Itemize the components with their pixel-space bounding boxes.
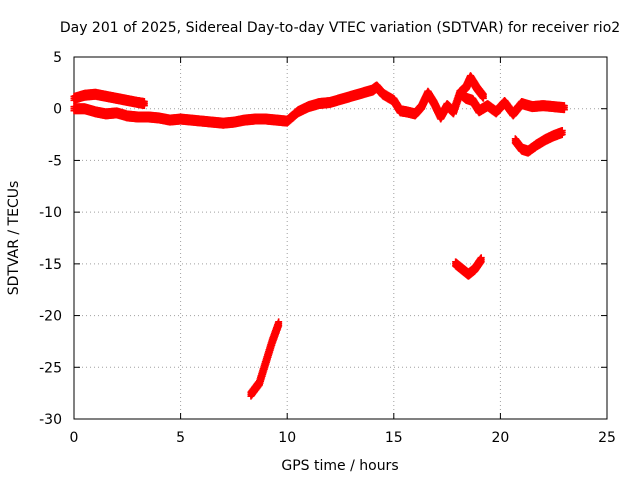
- y-tick-label: -25: [39, 360, 62, 376]
- x-tick-label: 0: [70, 430, 79, 446]
- data-point: [477, 258, 485, 266]
- y-tick-label: -20: [39, 309, 62, 325]
- y-axis-label: SDTVAR / TECUs: [6, 181, 22, 296]
- x-tick-label: 5: [176, 430, 185, 446]
- x-tick-label: 25: [598, 430, 616, 446]
- grid-lines: [74, 57, 607, 419]
- series-arc-low: [247, 318, 283, 400]
- data-point: [140, 102, 148, 110]
- data-points: [70, 72, 568, 400]
- y-tick-label: 5: [53, 50, 62, 66]
- x-tick-label: 15: [385, 430, 403, 446]
- data-point: [558, 131, 566, 139]
- data-point: [275, 322, 283, 330]
- y-tick-label: -5: [48, 153, 62, 169]
- chart-title: Day 201 of 2025, Sidereal Day-to-day VTE…: [60, 20, 620, 36]
- series-arc-spike: [456, 72, 487, 102]
- series-arc-late: [511, 127, 566, 157]
- series-arc-main: [70, 81, 568, 129]
- y-tick-label: 0: [53, 102, 62, 118]
- series-arc-mid: [452, 254, 485, 280]
- data-point: [479, 94, 487, 102]
- data-point: [560, 106, 568, 114]
- x-tick-label: 20: [491, 430, 509, 446]
- plot-frame: [73, 56, 608, 420]
- x-axis-label: GPS time / hours: [281, 458, 398, 474]
- axis-ticks: 0 5 10 15 20 25 5 0 -5 -10 -15 -20 -25 -30: [39, 50, 616, 446]
- y-tick-label: -30: [39, 412, 62, 428]
- y-tick-label: -15: [39, 257, 62, 273]
- series-arc-early: [70, 88, 148, 110]
- x-tick-label: 10: [278, 430, 296, 446]
- y-tick-label: -10: [39, 205, 62, 221]
